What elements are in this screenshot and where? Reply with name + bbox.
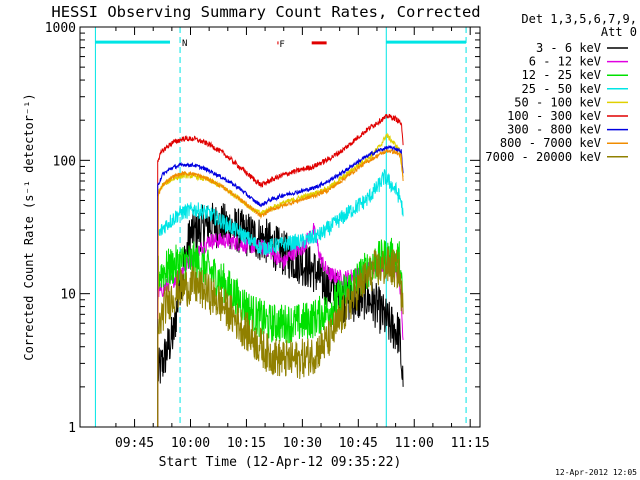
series-line-12-25-kev: [157, 237, 404, 427]
y-tick-label: 10: [60, 288, 76, 303]
legend-entry-label: 800 - 7000 keV: [500, 136, 601, 150]
x-tick-label: 10:15: [227, 436, 266, 451]
legend-header: Det 1,3,5,6,7,9,: [521, 12, 637, 26]
chart-title: HESSI Observing Summary Count Rates, Cor…: [51, 3, 480, 21]
legend-entry-label: 100 - 300 keV: [507, 109, 601, 123]
x-tick-label: 11:00: [395, 436, 434, 451]
x-tick-label: 10:00: [171, 436, 210, 451]
x-tick-label: 11:15: [451, 436, 490, 451]
series-line-25-50-kev: [157, 169, 404, 427]
data-series: [157, 113, 404, 427]
y-tick-label: 1: [68, 421, 76, 436]
legend-entry-label: 3 - 6 keV: [536, 41, 601, 55]
legend-entry-label: 12 - 25 keV: [522, 68, 601, 82]
x-tick-label: 09:45: [115, 436, 154, 451]
timestamp-stamp: 12-Apr-2012 12:05: [555, 468, 637, 477]
x-tick-label: 10:30: [283, 436, 322, 451]
legend-entry-label: 7000 - 20000 keV: [485, 150, 601, 164]
legend-entry-label: 300 - 800 keV: [507, 123, 601, 137]
legend-header: Att 0: [601, 25, 637, 39]
legend-entry-label: 50 - 100 keV: [514, 95, 601, 109]
x-axis: 09:45 10:00 10:15 10:30 10:45 11:00 11:15: [115, 27, 490, 451]
status-bar-label: F: [279, 40, 284, 50]
series-line-800-7000-kev: [157, 148, 404, 427]
y-axis-label: Corrected Count Rate (s⁻¹ detector⁻¹): [22, 93, 36, 360]
y-axis: 1 10 100 1000: [45, 21, 480, 436]
series-line-7000-20000-kev: [157, 247, 404, 427]
series-line-300-800-kev: [157, 144, 404, 427]
legend-entry-label: 6 - 12 keV: [529, 55, 601, 69]
plot-frame: [79, 26, 481, 428]
status-bar-label: N: [182, 39, 187, 49]
legend-entry-label: 25 - 50 keV: [522, 82, 601, 96]
x-tick-label: 10:45: [339, 436, 378, 451]
x-axis-label: Start Time (12-Apr-12 09:35:22): [159, 455, 402, 470]
y-tick-label: 100: [53, 154, 76, 169]
time-markers: [94, 27, 467, 427]
series-line-100-300-kev: [157, 113, 404, 427]
y-tick-label: 1000: [45, 21, 76, 36]
